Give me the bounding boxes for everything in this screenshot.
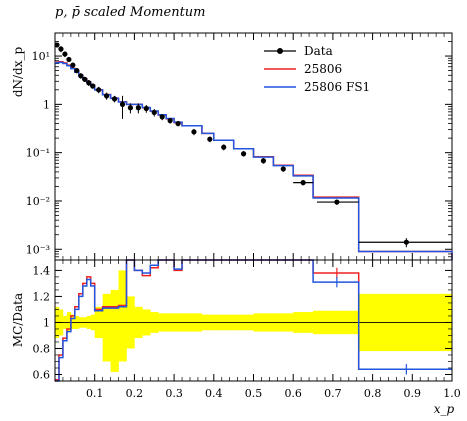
legend-data-marker	[277, 48, 283, 54]
upper-frame	[54, 32, 453, 261]
data-point	[119, 101, 126, 107]
x-tick-label: 0.2	[126, 387, 144, 400]
legend: Data 25806 25806 FS1	[264, 44, 370, 94]
data-point	[127, 105, 134, 111]
lower-y-axis: 0.6 0.8 1 1.2 1.4	[33, 264, 452, 381]
data-point	[82, 76, 88, 82]
x-tick-label: 0.5	[245, 387, 263, 400]
x-tick-label: 0.6	[284, 387, 302, 400]
data-point	[111, 96, 118, 102]
band-bin	[102, 293, 111, 362]
lower-tick-label: 0.8	[33, 342, 51, 355]
mc-histogram-1	[55, 61, 453, 260]
lower-tick-label: 1.4	[33, 264, 51, 277]
data-point	[58, 46, 64, 52]
data-point	[280, 166, 286, 172]
data-point	[70, 62, 76, 68]
data-point	[167, 118, 173, 124]
data-point	[221, 144, 227, 150]
upper-y-axis: 10¹ 1 10⁻¹ 10⁻² 10⁻³	[26, 41, 452, 261]
legend-label-mc2: 25806 FS1	[304, 80, 370, 94]
x-tick-label: 0.8	[364, 387, 382, 400]
x-tick-label: 0.9	[404, 387, 422, 400]
data-point	[151, 109, 157, 116]
data-point	[74, 67, 80, 74]
x-tick-label: 0.3	[165, 387, 183, 400]
data-point	[260, 158, 267, 164]
lower-tick-label: 1.2	[33, 290, 51, 303]
data-point	[240, 151, 247, 157]
band-bin	[110, 289, 119, 372]
band-bin	[118, 270, 127, 362]
data-point	[66, 56, 72, 63]
upper-tick-label: 10⁻³	[26, 243, 50, 256]
x-tick-label: 0.4	[205, 387, 223, 400]
data-point	[96, 87, 102, 93]
chart-title: p, p̄ scaled Momentum	[55, 5, 206, 20]
legend-label-mc1: 25806	[304, 62, 342, 76]
lower-tick-label: 0.6	[33, 368, 51, 381]
upper-tick-label: 10⁻²	[26, 195, 50, 208]
data-point	[207, 136, 213, 142]
data-point	[135, 105, 141, 111]
band-bin	[70, 314, 76, 329]
lower-y-label: MC/Data	[11, 293, 25, 347]
data-point	[104, 93, 110, 99]
mc-histogram-2	[55, 61, 453, 260]
upper-tick-label: 10¹	[32, 50, 50, 63]
data-point	[90, 83, 96, 89]
upper-tick-label: 10⁻¹	[26, 147, 50, 160]
data-point	[54, 42, 60, 48]
data-point	[86, 80, 92, 86]
x-axis: 0.1 0.2 0.3 0.4 0.5 0.6 0.7 0.8 0.9 1.0	[54, 33, 461, 400]
upper-data-points	[54, 42, 452, 248]
x-tick-label: 0.1	[86, 387, 104, 400]
upper-panel: 10¹ 1 10⁻¹ 10⁻² 10⁻³ dN/dx_p Data 25806 2580…	[11, 32, 453, 261]
lower-tick-label: 1	[43, 316, 50, 329]
data-point	[191, 129, 197, 135]
data-point	[62, 51, 68, 57]
data-point	[175, 120, 181, 127]
legend-label-data: Data	[304, 44, 333, 58]
x-tick-label: 0.7	[324, 387, 342, 400]
lower-panel: 0.6 0.8 1 1.2 1.4 MC/Data	[11, 259, 453, 382]
data-point	[78, 73, 84, 79]
upper-tick-label: 1	[43, 98, 50, 111]
ratio-uncertainty-band	[55, 270, 453, 372]
x-axis-label: x_p	[434, 402, 455, 416]
data-point	[159, 114, 165, 120]
upper-mc-histograms	[55, 61, 453, 260]
x-tick-label: 1.0	[443, 387, 461, 400]
band-bin	[66, 312, 72, 332]
data-point	[143, 105, 149, 112]
upper-y-label: dN/dx_p	[11, 47, 25, 98]
